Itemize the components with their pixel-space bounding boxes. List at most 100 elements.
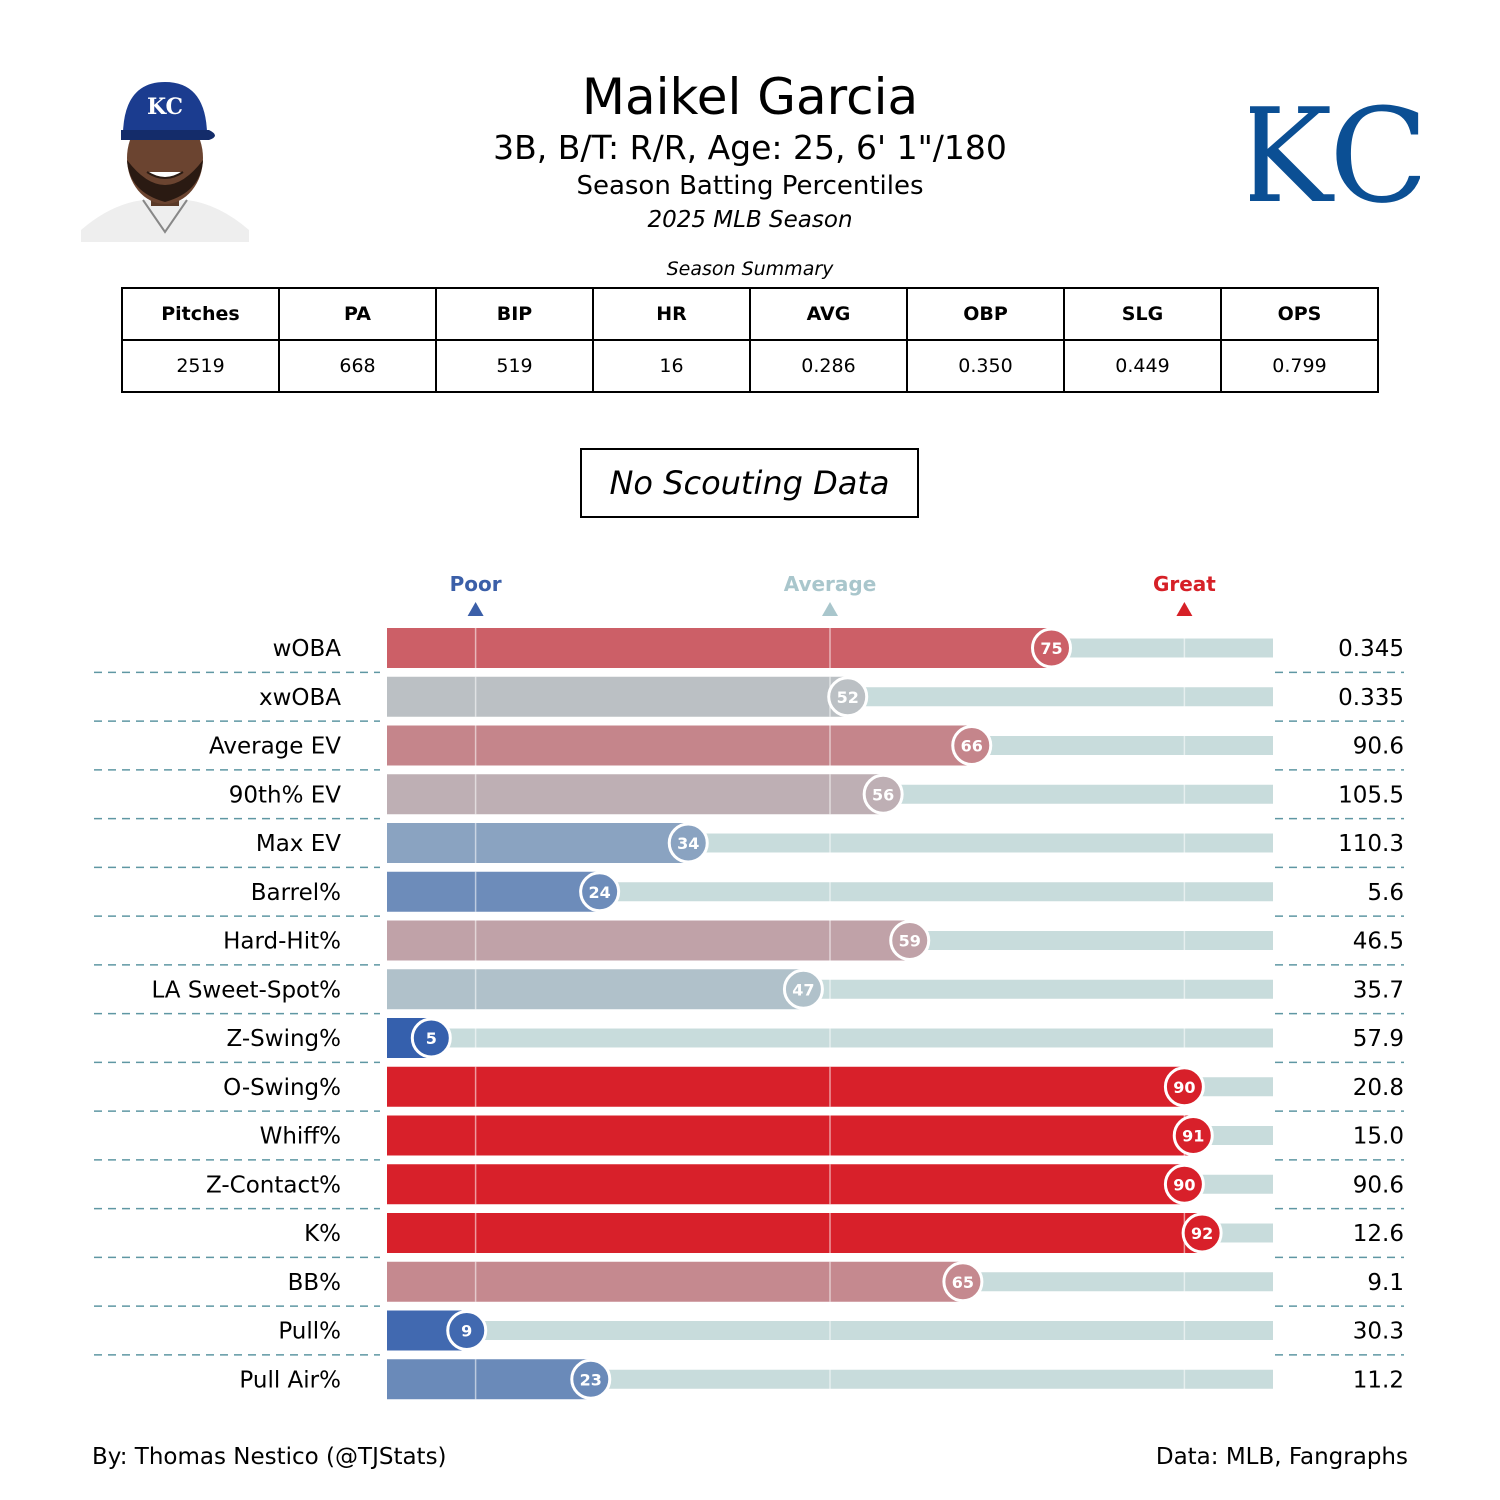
metric-label: Max EV [256, 831, 341, 857]
percentile-value-label: 5 [426, 1029, 437, 1048]
metric-label: Z-Swing% [227, 1026, 341, 1052]
summary-header-cell: Pitches [121, 287, 280, 341]
percentile-marker [1172, 1115, 1214, 1156]
team-logo: KC [1250, 80, 1420, 232]
summary-header-cell: HR [592, 287, 751, 341]
team-logo-text: KC [1250, 80, 1420, 232]
percentile-marker [782, 968, 824, 1010]
percentile-chart: Poor Average Great 75 wOBA 0.345 52 xwOBA 0.335 6… [94, 572, 1404, 1400]
player-bio: 3B, B/T: R/R, Age: 25, 6' 1"/180 [493, 128, 1007, 167]
percentile-value-label: 47 [792, 980, 814, 999]
metric-label: Pull Air% [239, 1367, 341, 1393]
metric-label: Hard-Hit% [223, 929, 341, 955]
percentile-marker [862, 773, 904, 815]
metric-value: 57.9 [1353, 1026, 1404, 1052]
percentile-marker [951, 725, 993, 766]
summary-value-cell: 0.799 [1220, 339, 1379, 393]
metric-value: 105.5 [1338, 782, 1404, 808]
summary-value-cell: 0.350 [906, 339, 1065, 393]
percentile-value-label: 92 [1191, 1224, 1213, 1243]
percentile-bar [387, 1261, 963, 1302]
reference-triangle-icon [1176, 602, 1193, 616]
percentile-bar [387, 774, 884, 815]
summary-header-cell: AVG [749, 287, 908, 341]
percentile-bar [387, 725, 972, 766]
report-title: Season Batting Percentiles [576, 171, 924, 201]
metric-value: 30.3 [1353, 1319, 1404, 1345]
percentile-marker [446, 1310, 488, 1351]
summary-header-cell: OBP [906, 287, 1065, 341]
metric-label: Barrel% [251, 880, 341, 906]
metric-value: 9.1 [1367, 1270, 1404, 1296]
metric-value: 46.5 [1353, 929, 1404, 955]
percentile-bar [387, 676, 848, 717]
percentile-value-label: 24 [589, 883, 611, 902]
reference-triangle-icon [467, 602, 484, 616]
percentile-bar [387, 1066, 1185, 1107]
scouting-data-box: No Scouting Data [580, 448, 919, 518]
summary-header-row: Pitches PA BIP HR AVG OBP SLG OPS [121, 287, 1379, 341]
percentile-bar [387, 1115, 1194, 1156]
summary-value-cell: 519 [435, 339, 594, 393]
summary-caption: Season Summary [666, 258, 834, 280]
metric-value: 12.6 [1353, 1221, 1404, 1247]
summary-value-row: 2519 668 519 16 0.286 0.350 0.449 0.799 [121, 339, 1379, 393]
svg-text:KC: KC [147, 94, 183, 120]
percentile-value-label: 91 [1182, 1127, 1204, 1146]
metric-value: 20.8 [1353, 1075, 1404, 1101]
metric-value: 90.6 [1353, 1172, 1404, 1198]
metric-value: 11.2 [1353, 1367, 1404, 1393]
metric-value: 35.7 [1353, 977, 1404, 1003]
data-source: Data: MLB, Fangraphs [1155, 1444, 1408, 1470]
percentile-marker [889, 920, 931, 961]
percentile-value-label: 66 [961, 737, 983, 756]
percentile-value-label: 90 [1173, 1078, 1195, 1097]
percentile-bar [387, 920, 910, 961]
reference-label: Great [1153, 572, 1216, 596]
season-label: 2025 MLB Season [647, 207, 853, 233]
percentile-marker [1163, 1163, 1205, 1205]
percentile-value-label: 56 [872, 785, 894, 804]
metric-label: xwOBA [259, 685, 341, 711]
metric-value: 15.0 [1353, 1124, 1404, 1150]
metric-value: 5.6 [1367, 880, 1404, 906]
metric-label: O-Swing% [223, 1075, 341, 1101]
player-headshot: KC [81, 72, 249, 242]
metric-label: Pull% [278, 1319, 341, 1345]
summary-value-cell: 16 [592, 339, 751, 393]
percentile-value-label: 75 [1040, 639, 1062, 658]
percentile-value-label: 90 [1173, 1175, 1195, 1194]
summary-value-cell: 2519 [121, 339, 280, 393]
summary-header-cell: OPS [1220, 287, 1379, 341]
summary-value-cell: 668 [278, 339, 437, 393]
reference-triangle-icon [822, 602, 838, 616]
percentile-value-label: 23 [580, 1370, 602, 1389]
summary-header-cell: SLG [1063, 287, 1222, 341]
percentile-marker [1163, 1066, 1205, 1108]
metric-value: 110.3 [1338, 831, 1404, 857]
percentile-value-label: 59 [899, 932, 921, 951]
metric-label: Z-Contact% [206, 1172, 341, 1198]
percentile-value-label: 65 [952, 1273, 974, 1292]
metric-label: Whiff% [260, 1124, 341, 1150]
percentile-marker [1181, 1212, 1223, 1254]
summary-value-cell: 0.449 [1063, 339, 1222, 393]
metric-value: 90.6 [1353, 734, 1404, 760]
reference-label: Poor [450, 572, 502, 596]
player-name: Maikel Garcia [581, 68, 919, 126]
percentile-bar [387, 1164, 1185, 1205]
author-credit: By: Thomas Nestico (@TJStats) [92, 1444, 447, 1470]
percentile-bar [387, 871, 600, 912]
percentile-marker [579, 871, 621, 913]
metric-label: LA Sweet-Spot% [151, 977, 341, 1003]
metric-label: Average EV [209, 734, 341, 760]
percentile-bar [387, 628, 1052, 668]
summary-value-cell: 0.286 [749, 339, 908, 393]
percentile-bar [387, 823, 689, 863]
percentile-marker [827, 676, 869, 718]
summary-header-cell: PA [278, 287, 437, 341]
metric-label: wOBA [273, 636, 342, 662]
percentile-marker [942, 1261, 984, 1303]
percentile-bar [387, 1213, 1203, 1253]
metric-label: 90th% EV [229, 782, 342, 808]
